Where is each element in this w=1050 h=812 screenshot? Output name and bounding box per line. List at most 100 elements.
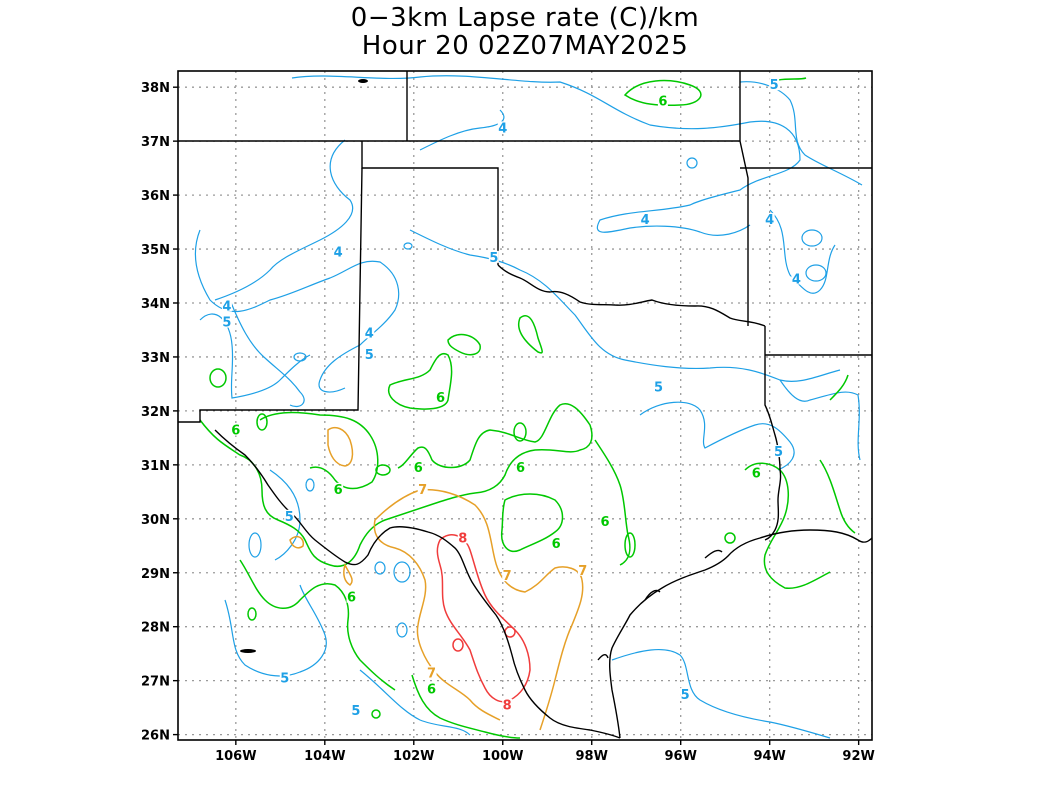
contour-label-5: 5: [489, 251, 498, 266]
contour-label-5: 5: [351, 704, 360, 719]
contour-6-coast-loop: [594, 439, 631, 566]
contour-label-6: 6: [516, 461, 525, 476]
contour-5-northwest: [214, 139, 354, 301]
lat-lon-gridlines: [178, 71, 872, 740]
contour-5-panhandle-2: [409, 229, 841, 382]
state-boundary-red-river: [497, 264, 766, 327]
contour-label-5: 5: [770, 78, 779, 93]
contour-7-main: [374, 488, 584, 731]
contour-label-bg: [488, 250, 499, 263]
contour-5-loop-4: [248, 532, 262, 558]
lon-tick-label: 106W: [215, 749, 256, 764]
contour-label-bg: [426, 666, 437, 679]
contour-label-8: 8: [503, 699, 512, 714]
contour-label-7: 7: [578, 564, 587, 579]
contour-7-bigbend-2: [289, 535, 305, 549]
contour-label-4: 4: [641, 213, 650, 228]
state-boundary-nm-ok-panhandle: [361, 141, 499, 265]
contour-4-north: [291, 75, 801, 236]
contour-5-loop-6: [293, 352, 307, 362]
contour-6-rio: [411, 674, 521, 739]
lon-tick-label: 100W: [482, 749, 523, 764]
map-title: 0−3km Lapse rate (C)/km Hour 20 02Z07MAY…: [0, 4, 1050, 60]
contour-label-6: 6: [231, 423, 240, 438]
contour-label-bg: [551, 536, 562, 549]
map-frame: [177, 70, 873, 741]
contour-label-4: 4: [498, 121, 507, 136]
contour-8-main: [436, 534, 531, 703]
contour-label-bg: [417, 482, 428, 495]
contour-6: [199, 77, 856, 739]
contour-label-7: 7: [427, 666, 436, 681]
contour-5-ne: [739, 81, 863, 186]
contour-label-5: 5: [654, 380, 663, 395]
contour-8-loop-1: [452, 638, 464, 652]
contour-8: [436, 534, 531, 703]
contour-label-bg: [364, 347, 375, 360]
contour-5-bigbend: [269, 469, 301, 561]
contour-label-bg: [502, 698, 513, 711]
lat-tick-label: 37N: [141, 135, 170, 150]
contour-4-loop-4: [403, 242, 413, 250]
water-features: [240, 79, 368, 653]
contour-label-bg: [364, 326, 375, 339]
contour-label-5: 5: [280, 672, 289, 687]
contour-label-bg: [502, 569, 513, 582]
contour-label-6: 6: [658, 94, 667, 109]
contour-7-west: [373, 519, 501, 721]
contour-label-bg: [577, 563, 588, 576]
contour-field: [194, 75, 863, 739]
contour-5-southwest: [224, 584, 327, 677]
contour-label-5: 5: [285, 510, 294, 525]
contour-label-6: 6: [601, 515, 610, 530]
contour-label-5: 5: [681, 688, 690, 703]
lon-tick-label: 98W: [576, 749, 608, 764]
contour-6-transpecos: [259, 411, 379, 490]
contour-label-8: 8: [458, 531, 467, 546]
contour-5-southwest-2: [359, 669, 471, 736]
lake-2: [240, 649, 256, 653]
contour-4-loop-2: [801, 229, 823, 247]
contour-4-east: [769, 209, 836, 294]
contour-6-loop-6: [724, 532, 736, 544]
contour-label-6: 6: [436, 391, 445, 406]
contour-label-bg: [751, 466, 762, 479]
contour-7-bigbend: [343, 562, 353, 586]
contour-label-bg: [435, 391, 446, 404]
contour-6-ne-arc: [777, 77, 807, 81]
contour-label-bg: [221, 315, 232, 328]
state-boundary-texas-louisiana: [764, 326, 782, 541]
contour-label-6: 6: [552, 537, 561, 552]
geography: [178, 71, 872, 739]
contour-label-4: 4: [792, 272, 801, 287]
contour-6-loop-2: [375, 464, 391, 476]
contour-label-bg: [457, 531, 468, 544]
contour-6-loop-1: [209, 368, 227, 388]
lat-tick-label: 32N: [141, 405, 170, 420]
lon-tick-label: 104W: [304, 749, 345, 764]
contour-4-loop-1: [805, 264, 827, 282]
contour-label-6: 6: [427, 682, 436, 697]
map-title-line-1: 0−3km Lapse rate (C)/km: [350, 3, 700, 33]
lat-tick-label: 29N: [141, 567, 170, 582]
contour-label-5: 5: [222, 316, 231, 331]
contour-6-loop-5: [624, 532, 636, 558]
contour-6-east-loop: [500, 493, 564, 552]
contour-label-6: 6: [347, 591, 356, 606]
contour-6-loop-3: [513, 422, 527, 442]
axis-ticks: [173, 86, 860, 745]
contour-label-bg: [350, 704, 361, 717]
contour-label-bg: [413, 461, 424, 474]
contour-5-loop-3: [305, 478, 315, 492]
lon-tick-label: 92W: [842, 749, 874, 764]
contour-6-loop-4: [247, 607, 257, 621]
contour-label-bg: [640, 213, 651, 226]
contour-label-bg: [791, 272, 802, 285]
lon-tick-label: 94W: [753, 749, 785, 764]
contour-label-bg: [497, 121, 508, 134]
lat-tick-label: 30N: [141, 513, 170, 528]
contour-label-bg: [333, 482, 344, 495]
gulf-coastline: [609, 529, 872, 739]
contour-5-coastal: [611, 649, 831, 739]
